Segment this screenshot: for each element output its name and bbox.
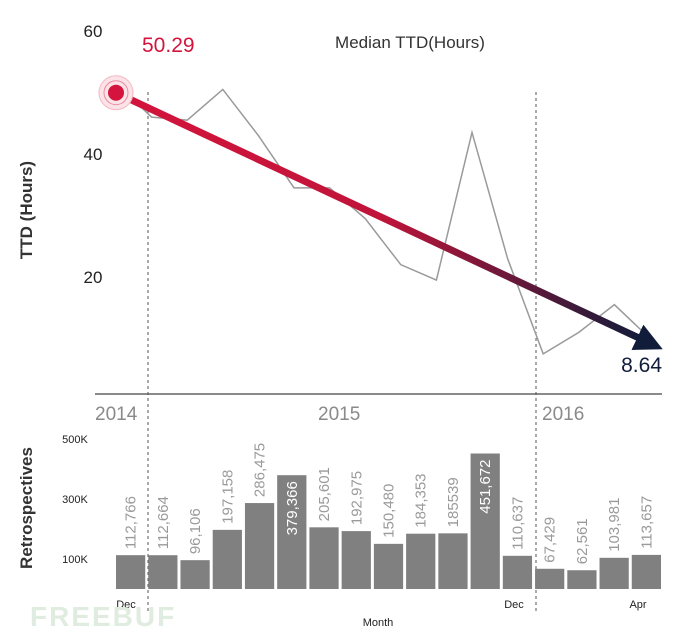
year-label-2014: 2014 bbox=[95, 404, 138, 425]
bar bbox=[244, 503, 275, 589]
bar bbox=[406, 533, 436, 589]
bar bbox=[341, 531, 371, 589]
bar bbox=[470, 453, 500, 589]
bar bbox=[631, 554, 661, 589]
y-tick-label: 500K bbox=[62, 434, 88, 446]
ttd-line bbox=[115, 82, 651, 355]
bar bbox=[535, 568, 565, 589]
bar-value-label: 379,366 bbox=[284, 481, 301, 535]
bar bbox=[599, 557, 629, 589]
bar bbox=[567, 570, 597, 589]
y-tick-label: 300K bbox=[62, 494, 88, 506]
y-axis-ticks-retrospectives: 500K 300K 100K bbox=[62, 434, 88, 566]
bar-value-label: 286,475 bbox=[252, 443, 269, 497]
y-tick-label: 60 bbox=[84, 22, 103, 41]
bar-value-label: 185539 bbox=[445, 477, 462, 527]
bar-value-label: 103,981 bbox=[606, 498, 623, 552]
y-axis-title-ttd: TTD (Hours) bbox=[17, 161, 36, 259]
bar bbox=[180, 560, 210, 589]
bar bbox=[309, 527, 339, 589]
bar-value-label: 96,106 bbox=[187, 508, 204, 554]
bar bbox=[502, 555, 533, 589]
bar-value-label: 112,664 bbox=[155, 496, 172, 549]
start-marker-mid-ring bbox=[103, 80, 129, 106]
trend-start-label: 50.29 bbox=[142, 34, 195, 57]
trend-arrow-group: 50.29 8.64 bbox=[98, 34, 663, 377]
bar bbox=[438, 533, 468, 589]
ttd-line-series bbox=[115, 82, 651, 355]
bar-value-label: 150,480 bbox=[381, 484, 398, 538]
bar bbox=[212, 529, 242, 589]
bar-value-label: 205,601 bbox=[316, 467, 333, 521]
bar-value-label: 113,657 bbox=[638, 496, 655, 549]
bar-value-label: 184,353 bbox=[413, 473, 430, 527]
year-guide-lines bbox=[147, 92, 537, 612]
y-tick-label: 100K bbox=[62, 554, 88, 566]
bar bbox=[116, 555, 146, 589]
trend-arrow bbox=[114, 89, 663, 350]
y-tick-label: 40 bbox=[84, 145, 103, 164]
trend-end-label: 8.64 bbox=[621, 354, 662, 377]
bar-value-label: 110,637 bbox=[509, 497, 526, 550]
bar bbox=[148, 555, 178, 589]
x-tick-dec-2015: Dec bbox=[504, 599, 524, 611]
bar-series bbox=[116, 453, 661, 589]
bar-value-label: 112,766 bbox=[123, 496, 140, 549]
bar bbox=[373, 543, 404, 589]
watermark-logo: FREEBUF bbox=[30, 601, 176, 632]
x-tick-dec-2014: Dec bbox=[116, 599, 136, 611]
bar-value-label: 62,561 bbox=[574, 518, 591, 564]
chart-title: Median TTD(Hours) bbox=[335, 33, 485, 52]
y-tick-label: 20 bbox=[84, 268, 103, 287]
year-label-2015: 2015 bbox=[318, 404, 360, 425]
year-label-2016: 2016 bbox=[542, 404, 584, 425]
start-marker-dot bbox=[108, 84, 124, 101]
y-axis-ticks-ttd: 60 40 20 bbox=[84, 22, 103, 287]
x-axis-title-month: Month bbox=[363, 617, 394, 629]
bar-value-label: 197,158 bbox=[219, 470, 236, 524]
bar bbox=[277, 475, 307, 589]
bar-value-label: 192,975 bbox=[348, 471, 365, 525]
x-tick-apr-2016: Apr bbox=[629, 599, 646, 611]
y-axis-title-retrospectives: Retrospectives bbox=[17, 447, 36, 569]
bar-value-label: 67,429 bbox=[542, 517, 559, 563]
bar-value-labels: 112,766 112,664 96,106 197,158 286,475 379,36… bbox=[123, 443, 656, 564]
bar-value-label: 451,672 bbox=[477, 459, 494, 513]
